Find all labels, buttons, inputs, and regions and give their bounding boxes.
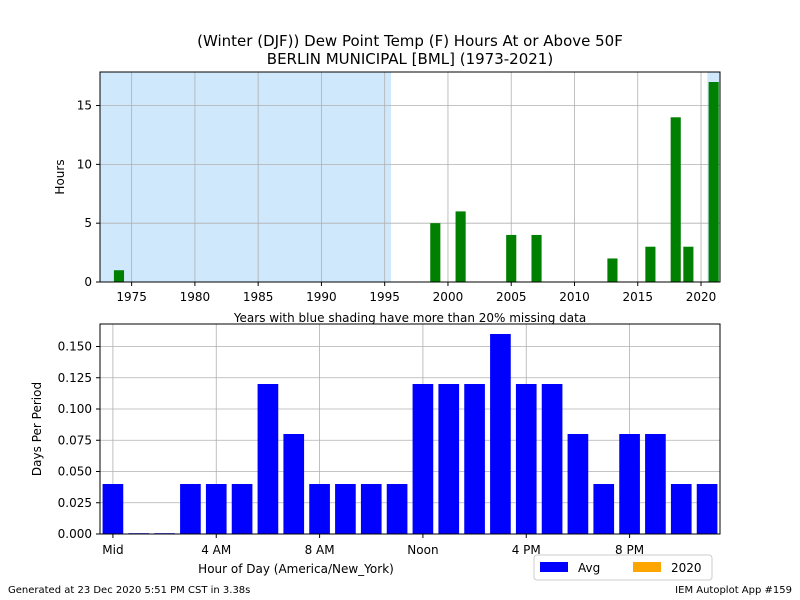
bar-year-2005 [506,234,517,282]
x-axis-label: Hour of Day (America/New_York) [198,562,394,576]
bar-hour-8 [309,484,330,534]
legend-label-1: 2020 [671,561,702,575]
footer-generated-text: Generated at 23 Dec 2020 5:51 PM CST in … [8,585,251,596]
y-tick-label: 5 [84,216,92,230]
bar-year-1999 [430,223,441,282]
bar-hour-16 [515,384,537,534]
y-tick-label: 15 [77,99,92,113]
bar-hour-14 [464,384,485,534]
x-tick-label: 8 PM [615,543,644,557]
y-tick-label: 10 [77,157,92,171]
plot-frame [99,323,721,535]
y-tick-label: 0.075 [58,433,92,447]
y-tick-label: 0.000 [58,527,92,541]
y-tick-label: 0.100 [58,402,92,416]
x-tick-label: 4 PM [512,543,541,557]
y-tick-label: 0.150 [58,340,92,354]
bar-hour-15 [490,334,511,534]
bar-year-2016 [645,246,656,282]
bar-hour-11 [386,484,408,534]
x-tick-label: Mid [102,543,123,557]
x-tick-label: 2020 [686,290,717,304]
x-tick-label: 8 AM [305,543,335,557]
bar-year-1974 [113,270,125,282]
missing-data-shading [100,72,392,282]
x-tick-label: 2005 [496,290,527,304]
bar-hour-18 [567,434,589,534]
x-axis-label: Years with blue shading have more than 2… [233,311,586,325]
bar-hour-12 [412,384,434,534]
footer-app-text: IEM Autoplot App #159 [675,585,792,596]
bar-hour-20 [619,434,640,534]
bar-hour-5 [231,484,253,534]
bar-hour-19 [593,484,615,534]
bar-hour-10 [360,484,382,534]
bar-hour-6 [257,384,279,534]
bar-hour-7 [283,434,305,534]
x-tick-label: 1985 [243,290,274,304]
bar-hour-23 [696,484,718,534]
yearly-hours-chart: 1975 1980 1985 1990 1995 2000 2005 2010 2015 2020… [53,71,721,325]
y-tick-label: 0.025 [58,496,92,510]
legend-label-0: Avg [578,561,600,575]
hourly-frequency-chart: Mid 4 AM 8 AM Noon 4 PM 8 PM 0.000 0.025 0.050 0.… [30,323,721,576]
x-tick-label: 2015 [622,290,653,304]
y-tick-label: 0.050 [58,465,92,479]
y-tick-label: 0.125 [58,371,92,385]
legend: Avg 2020 [533,554,713,581]
y-axis-label: Days Per Period [30,382,44,476]
bar-year-2021 [708,82,719,282]
bar-hour-0 [102,484,124,534]
bar-year-2019 [683,246,694,282]
x-tick-label: 1995 [369,290,400,304]
x-tick-label: Noon [407,543,438,557]
bar-year-2001 [455,211,466,282]
legend-box [533,554,713,581]
bar-year-2007 [531,234,542,282]
legend-swatch-1 [633,562,661,572]
bar-hour-4 [205,484,227,534]
x-tick-label: 1975 [116,290,147,304]
bar-hour-21 [645,434,666,534]
x-tick-label: 1990 [306,290,337,304]
bar-hour-3 [180,484,201,534]
x-tick-label: 2010 [559,290,590,304]
bar-year-2018 [670,117,681,282]
chart-title-line2: BERLIN MUNICIPAL [BML] (1973-2021) [267,50,553,68]
x-tick-label: 2000 [433,290,464,304]
y-axis-label: Hours [53,159,67,194]
plot-frame [99,71,721,283]
x-tick-label: 1980 [180,290,211,304]
bar-hour-22 [670,484,692,534]
bar-hour-9 [335,484,356,534]
legend-swatch-0 [540,562,568,572]
x-tick-label: 4 AM [201,543,231,557]
bar-hour-17 [541,384,563,534]
bar-hour-13 [438,384,460,534]
chart-title-line1: (Winter (DJF)) Dew Point Temp (F) Hours … [197,32,623,50]
y-tick-label: 0 [84,275,92,289]
bar-year-2013 [607,258,618,282]
